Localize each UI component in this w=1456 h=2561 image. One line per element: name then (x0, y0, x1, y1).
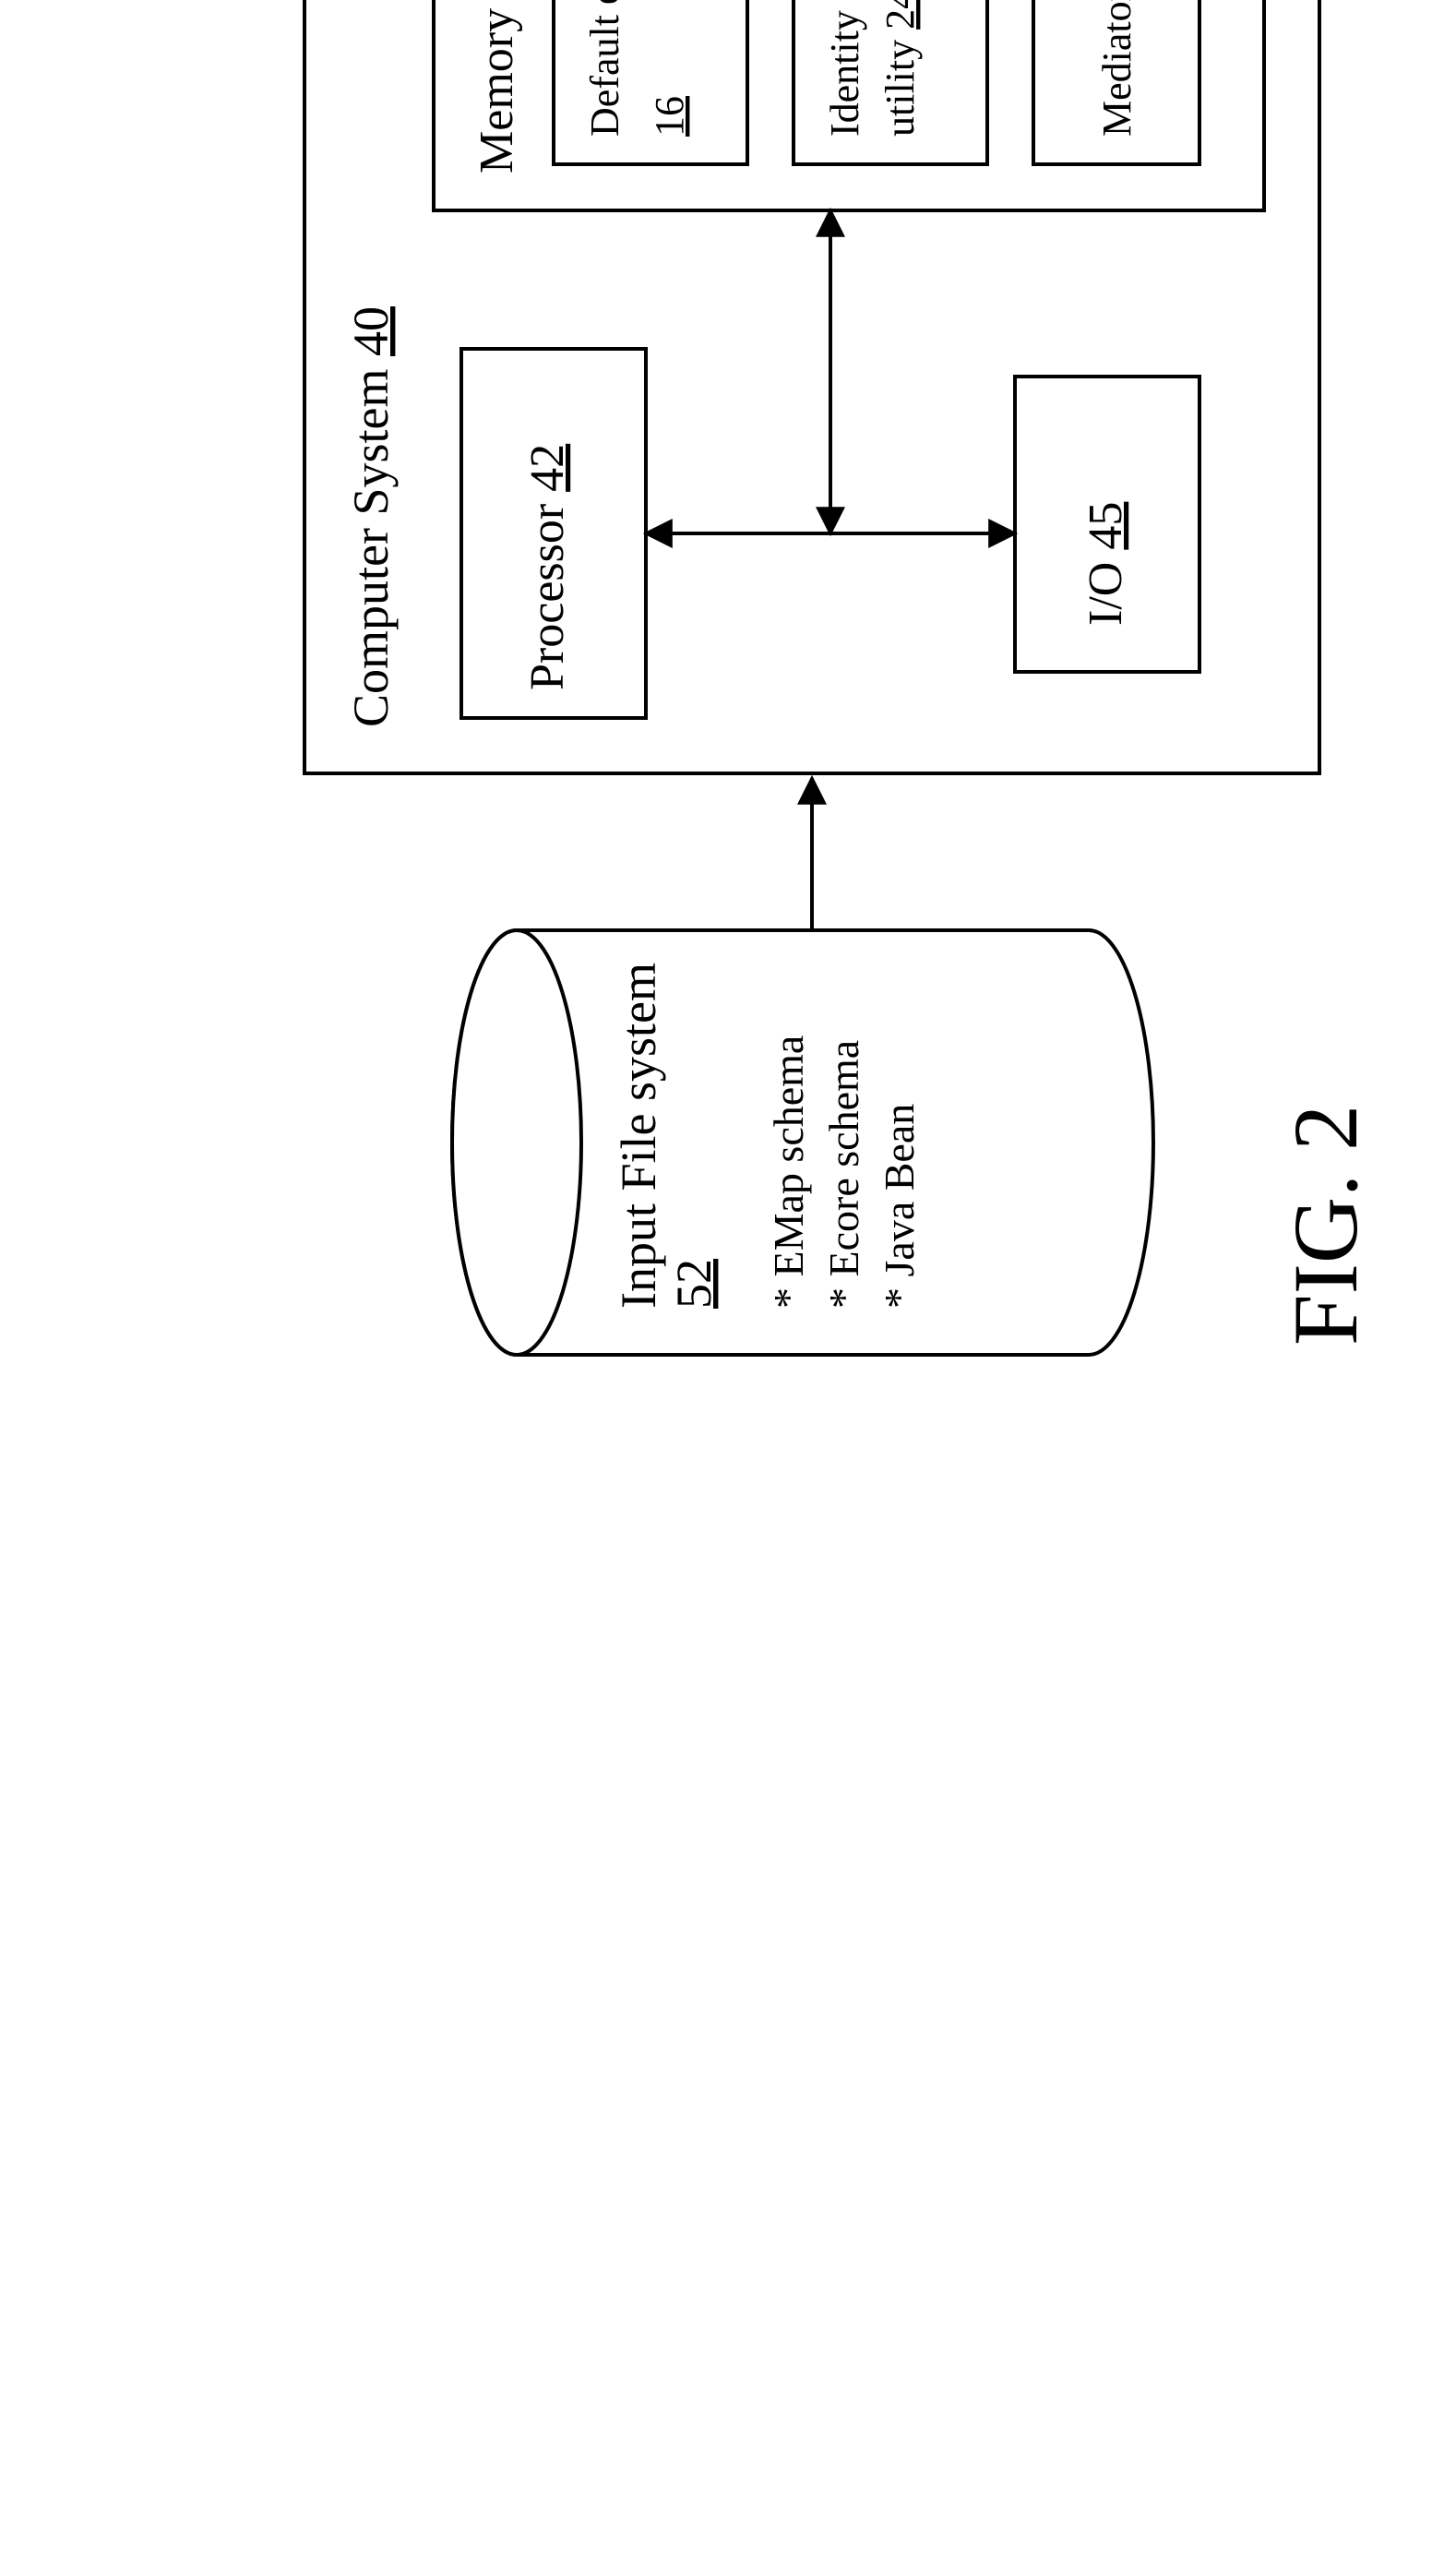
utility-mediator-gen: Mediator generation utility 10 (1033, 0, 1199, 164)
input-cyl-title: Input File system (611, 963, 666, 1309)
io-label: I/O 45 (1080, 502, 1132, 626)
utility-1-line2: utility 24 (877, 0, 923, 137)
computer-system-box: Computer System 40 Processor 42 I/O 45 M… (304, 0, 1319, 773)
memory-box: Memory 44 Default ecore generator utilit… (434, 0, 1264, 210)
computer-system-title: Computer System 40 (343, 306, 399, 727)
memory-title: Memory 44 (471, 0, 523, 174)
figure-caption: FIG. 2 (1274, 1105, 1377, 1346)
utility-1-line1: Identity EMap generator (822, 0, 867, 137)
input-file-system-cylinder: Input File system 52 * EMap schema * Eco… (452, 930, 1153, 1355)
utility-0-ref: 16 (647, 96, 692, 137)
input-item-2: * Java Bean (876, 1104, 923, 1309)
processor-label: Processor 42 (521, 444, 574, 690)
utility-0-line1: Default ecore generator utility (582, 0, 627, 137)
input-item-1: * Ecore schema (820, 1040, 867, 1309)
io-box: I/O 45 (1015, 377, 1199, 672)
input-item-0: * EMap schema (765, 1035, 812, 1309)
utility-2-line1: Mediator generation utility 10 (1094, 0, 1140, 137)
utility-default-ecore: Default ecore generator utility 16 (554, 0, 747, 164)
processor-box: Processor 42 (461, 349, 646, 718)
utility-identity-emap: Identity EMap generator utility 24 (794, 0, 987, 164)
input-cyl-ref: 52 (666, 1259, 722, 1309)
